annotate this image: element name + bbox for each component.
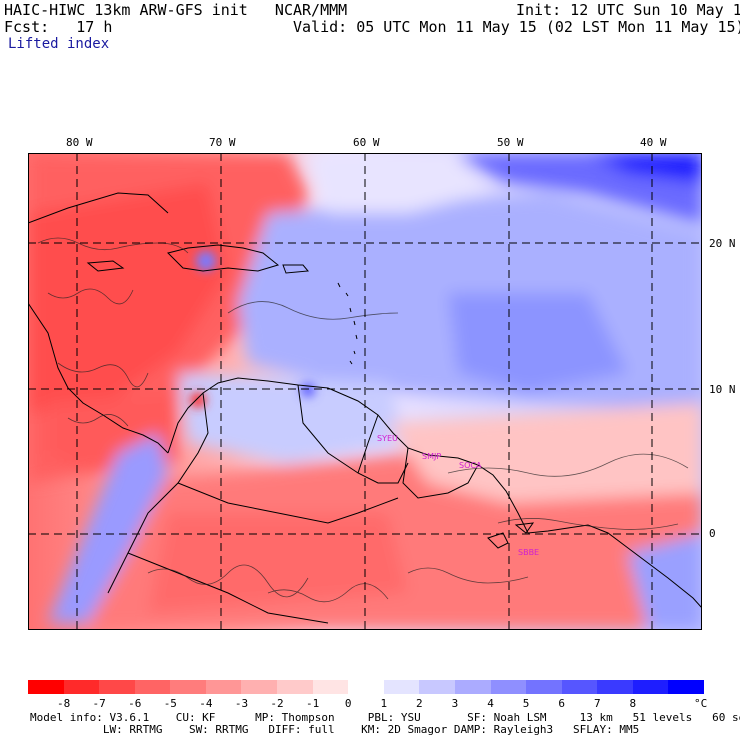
lon-label-40w: 40 W bbox=[640, 136, 667, 149]
colorbar-tick-label: -8 bbox=[56, 697, 71, 710]
colorbar-tick-label: -5 bbox=[163, 697, 177, 710]
colorbar-swatch bbox=[419, 680, 455, 694]
colorbar-tick-label: 7 bbox=[593, 697, 601, 710]
colorbar-tick-label: 6 bbox=[558, 697, 565, 710]
forecast-hour: Fcst: 17 h bbox=[4, 18, 113, 36]
colorbar-unit: °C bbox=[694, 697, 708, 710]
init-time: Init: 12 UTC Sun 10 May 15 bbox=[516, 1, 740, 19]
colorbar-swatch bbox=[490, 680, 527, 694]
colorbar-swatch bbox=[526, 680, 562, 694]
colorbar-tick-label: -7 bbox=[92, 697, 106, 710]
colorbar-tick-label: -4 bbox=[199, 697, 213, 710]
colorbar-swatch bbox=[170, 680, 206, 694]
lat-label-10n: 10 N bbox=[709, 383, 736, 396]
colorbar-tick-label: 3 bbox=[451, 697, 459, 710]
colorbar-swatch bbox=[241, 680, 278, 694]
colorbar-swatch bbox=[561, 680, 598, 694]
colorbar-tick-label: -3 bbox=[234, 697, 249, 710]
field-name: Lifted index bbox=[8, 36, 110, 52]
colorbar-tick-label: 4 bbox=[487, 697, 494, 710]
colorbar-tick-label: -2 bbox=[270, 697, 284, 710]
colorbar-swatch bbox=[312, 680, 349, 694]
colorbar-swatch bbox=[383, 680, 420, 694]
station-sbbe: SBBE bbox=[518, 548, 539, 557]
colorbar-swatch bbox=[99, 680, 135, 694]
model-info-line1: Model info: V3.6.1 CU: KF MP: Thompson P… bbox=[30, 711, 740, 724]
colorbar-swatch bbox=[205, 680, 242, 694]
colorbar-swatch bbox=[348, 680, 384, 694]
colorbar-swatch bbox=[63, 680, 100, 694]
colorbar-swatch bbox=[668, 680, 704, 694]
colorbar-tick-label: -6 bbox=[128, 697, 142, 710]
colorbar-tick-label: 5 bbox=[522, 697, 530, 710]
lon-label-70w: 70 W bbox=[209, 136, 236, 149]
colorbar-swatch bbox=[454, 680, 491, 694]
model-info-line2: LW: RRTMG SW: RRTMG DIFF: full KM: 2D Sm… bbox=[30, 723, 640, 736]
colorbar bbox=[28, 680, 704, 694]
lifted-index-map: SYEU SMJP SOCA SBBE bbox=[28, 153, 702, 630]
colorbar-tick-label: -1 bbox=[306, 697, 320, 710]
colorbar-tick-label: 0 bbox=[344, 697, 352, 710]
station-smjp: SMJP bbox=[422, 452, 441, 461]
station-soca: SOCA bbox=[459, 461, 482, 470]
lon-label-80w: 80 W bbox=[66, 136, 93, 149]
colorbar-tick-label: 8 bbox=[629, 697, 637, 710]
model-title: HAIC-HIWC 13km ARW-GFS init NCAR/MMM bbox=[4, 1, 348, 19]
lat-label-0: 0 bbox=[709, 527, 716, 540]
colorbar-tick-label: 1 bbox=[380, 697, 388, 710]
lon-label-50w: 50 W bbox=[497, 136, 524, 149]
colorbar-swatch bbox=[277, 680, 313, 694]
lat-label-20n: 20 N bbox=[709, 237, 736, 250]
colorbar-swatch bbox=[134, 680, 171, 694]
station-syeu: SYEU bbox=[377, 434, 398, 443]
lon-label-60w: 60 W bbox=[353, 136, 380, 149]
colorbar-tick-label: 2 bbox=[416, 697, 423, 710]
valid-time: Valid: 05 UTC Mon 11 May 15 (02 LST Mon … bbox=[293, 18, 740, 36]
colorbar-swatch bbox=[28, 680, 64, 694]
colorbar-swatch bbox=[632, 680, 669, 694]
colorbar-swatch bbox=[597, 680, 633, 694]
